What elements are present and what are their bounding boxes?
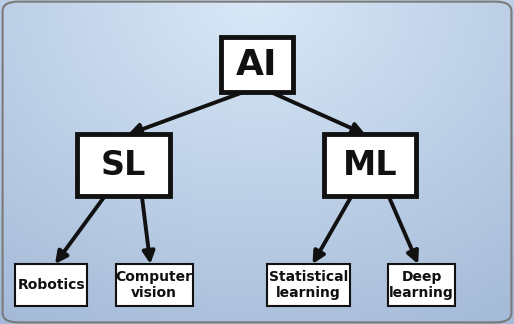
FancyBboxPatch shape	[221, 37, 293, 92]
Text: Statistical
learning: Statistical learning	[269, 270, 348, 300]
Text: Robotics: Robotics	[17, 278, 85, 292]
Text: Deep
learning: Deep learning	[389, 270, 454, 300]
Text: SL: SL	[101, 149, 146, 182]
Text: ML: ML	[343, 149, 397, 182]
FancyBboxPatch shape	[15, 264, 87, 306]
FancyBboxPatch shape	[324, 134, 416, 196]
Text: AI: AI	[236, 48, 278, 82]
FancyBboxPatch shape	[388, 264, 455, 306]
Text: Computer
vision: Computer vision	[116, 270, 193, 300]
FancyBboxPatch shape	[267, 264, 350, 306]
FancyBboxPatch shape	[116, 264, 193, 306]
FancyBboxPatch shape	[77, 134, 170, 196]
